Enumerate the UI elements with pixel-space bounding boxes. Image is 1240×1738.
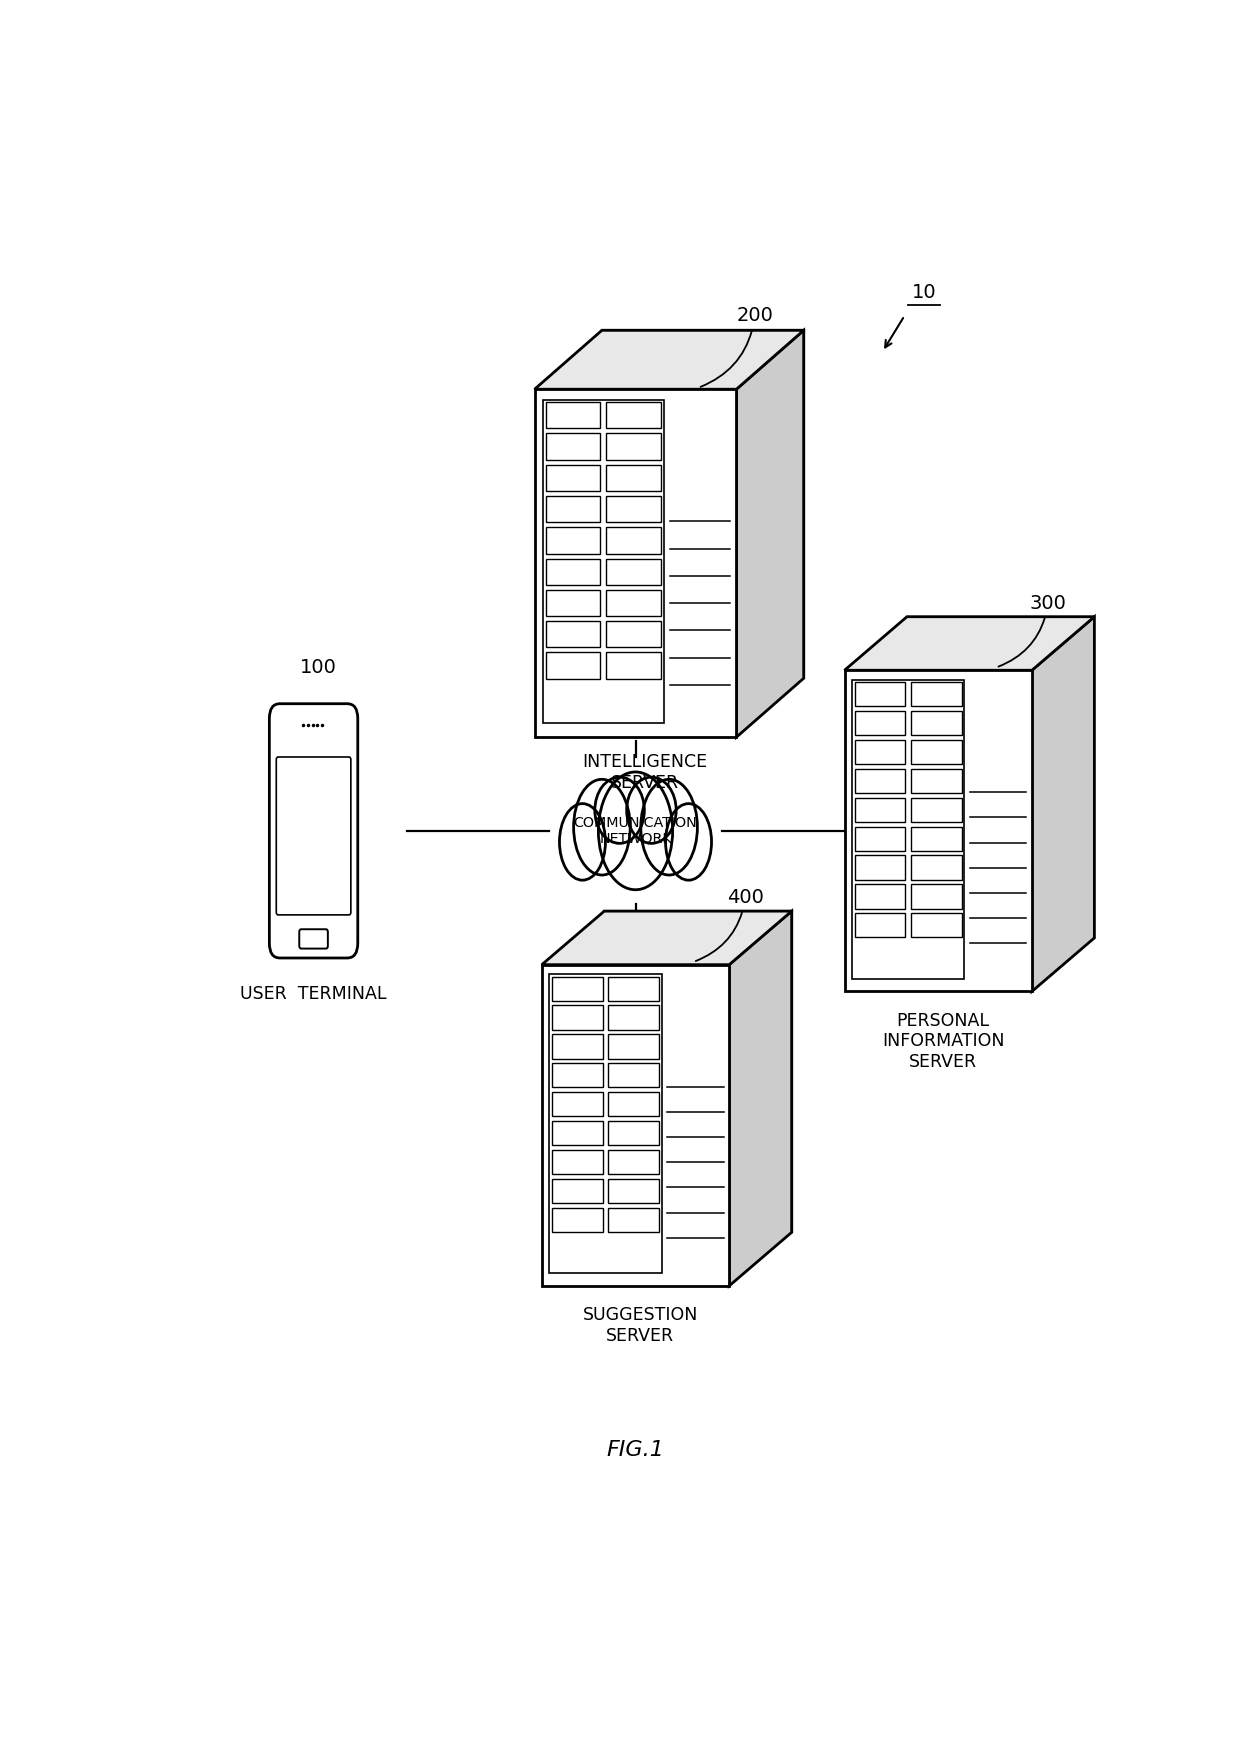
Polygon shape (534, 389, 737, 737)
Polygon shape (854, 740, 905, 765)
Text: 100: 100 (300, 659, 337, 676)
Text: 400: 400 (696, 888, 764, 961)
Polygon shape (609, 1006, 658, 1029)
Polygon shape (552, 1006, 603, 1029)
Polygon shape (552, 1178, 603, 1203)
Polygon shape (606, 620, 661, 648)
Polygon shape (854, 855, 905, 879)
Polygon shape (609, 1064, 658, 1088)
Polygon shape (552, 1064, 603, 1088)
Polygon shape (606, 652, 661, 678)
Polygon shape (546, 652, 600, 678)
Polygon shape (552, 1091, 603, 1116)
Polygon shape (546, 620, 600, 648)
Text: INTELLIGENCE
SERVER: INTELLIGENCE SERVER (583, 753, 708, 793)
Polygon shape (854, 768, 905, 793)
Polygon shape (911, 683, 962, 706)
Polygon shape (606, 433, 661, 461)
Polygon shape (1032, 617, 1095, 991)
Polygon shape (546, 464, 600, 492)
Polygon shape (854, 885, 905, 909)
Ellipse shape (599, 772, 672, 890)
Ellipse shape (595, 777, 645, 843)
Polygon shape (854, 798, 905, 822)
Polygon shape (552, 1151, 603, 1175)
Text: PERSONAL
INFORMATION
SERVER: PERSONAL INFORMATION SERVER (882, 1012, 1004, 1071)
Polygon shape (549, 975, 662, 1272)
Polygon shape (852, 680, 965, 978)
Polygon shape (609, 1121, 658, 1145)
Polygon shape (546, 589, 600, 617)
Polygon shape (552, 1208, 603, 1232)
FancyBboxPatch shape (277, 758, 351, 914)
Polygon shape (609, 1091, 658, 1116)
Polygon shape (534, 330, 804, 389)
Polygon shape (911, 711, 962, 735)
Polygon shape (854, 827, 905, 852)
Polygon shape (552, 1034, 603, 1058)
Polygon shape (609, 977, 658, 1001)
Polygon shape (606, 495, 661, 523)
Polygon shape (606, 558, 661, 586)
Text: 10: 10 (911, 283, 936, 302)
Polygon shape (609, 1178, 658, 1203)
Ellipse shape (666, 803, 712, 879)
Polygon shape (552, 977, 603, 1001)
Polygon shape (911, 798, 962, 822)
Polygon shape (854, 912, 905, 937)
Polygon shape (606, 401, 661, 429)
Polygon shape (546, 558, 600, 586)
Polygon shape (546, 527, 600, 554)
Polygon shape (606, 589, 661, 617)
Polygon shape (542, 965, 729, 1286)
Polygon shape (911, 740, 962, 765)
Polygon shape (911, 912, 962, 937)
Polygon shape (844, 671, 1032, 991)
Polygon shape (911, 768, 962, 793)
Text: USER  TERMINAL: USER TERMINAL (241, 985, 387, 1003)
Polygon shape (609, 1034, 658, 1058)
Polygon shape (911, 885, 962, 909)
Polygon shape (606, 464, 661, 492)
Ellipse shape (574, 779, 630, 874)
Polygon shape (854, 711, 905, 735)
Polygon shape (854, 683, 905, 706)
Polygon shape (737, 330, 804, 737)
Text: 200: 200 (701, 306, 774, 388)
Polygon shape (911, 827, 962, 852)
Ellipse shape (641, 779, 697, 874)
FancyBboxPatch shape (299, 930, 327, 949)
Polygon shape (729, 911, 791, 1286)
Ellipse shape (626, 777, 676, 843)
Text: FIG.1: FIG.1 (606, 1441, 665, 1460)
Polygon shape (911, 855, 962, 879)
Polygon shape (546, 495, 600, 523)
Polygon shape (543, 400, 663, 723)
Text: 300: 300 (998, 594, 1066, 667)
Polygon shape (844, 617, 1095, 671)
Polygon shape (546, 401, 600, 429)
Polygon shape (552, 1121, 603, 1145)
Text: COMMUNICATION
NETWORK: COMMUNICATION NETWORK (574, 815, 697, 846)
Text: SUGGESTION
SERVER: SUGGESTION SERVER (583, 1305, 698, 1345)
Polygon shape (542, 911, 791, 965)
Polygon shape (609, 1208, 658, 1232)
Polygon shape (546, 433, 600, 461)
Ellipse shape (559, 803, 605, 879)
FancyBboxPatch shape (269, 704, 358, 958)
Polygon shape (609, 1151, 658, 1175)
Polygon shape (606, 527, 661, 554)
